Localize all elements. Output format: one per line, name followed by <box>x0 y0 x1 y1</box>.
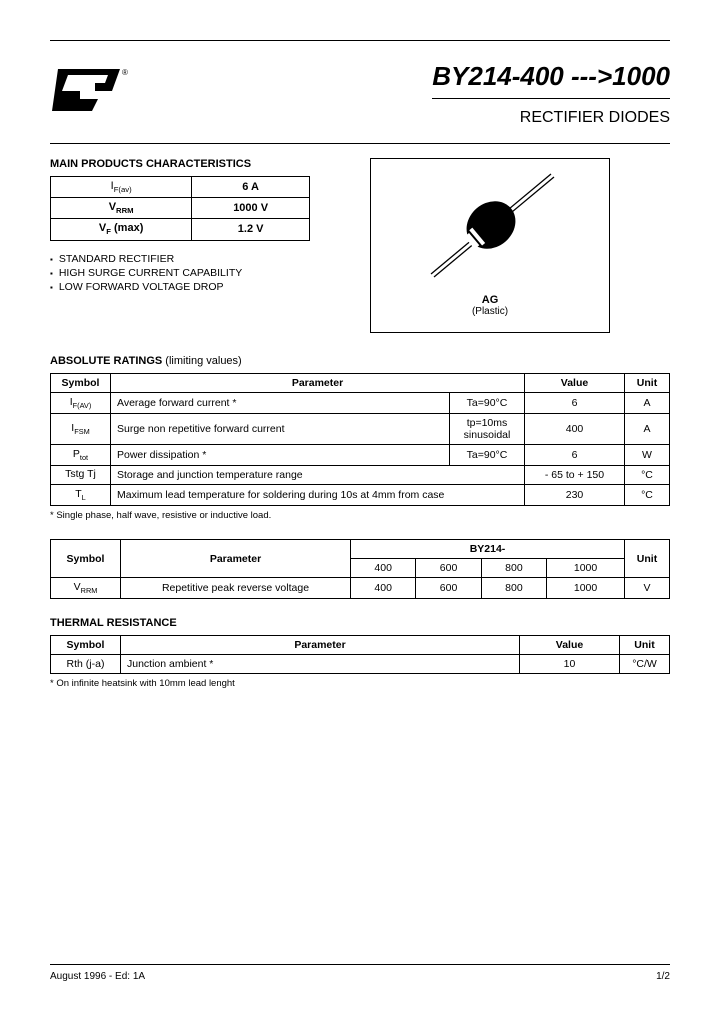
absolute-ratings-table: Symbol Parameter Value Unit IF(AV) Avera… <box>50 373 670 506</box>
features-list: STANDARD RECTIFIER HIGH SURGE CURRENT CA… <box>50 253 350 293</box>
subtitle: RECTIFIER DIODES <box>432 109 670 127</box>
footer-date: August 1996 - Ed: 1A <box>50 971 145 982</box>
thermal-note: * On infinite heatsink with 10mm lead le… <box>50 678 670 689</box>
feature-item: HIGH SURGE CURRENT CAPABILITY <box>50 267 350 279</box>
absolute-title: ABSOLUTE RATINGS (limiting values) <box>50 355 670 367</box>
svg-text:®: ® <box>122 68 128 77</box>
footer-page: 1/2 <box>656 971 670 982</box>
vrrm-table: Symbol Parameter BY214- Unit 400 600 800… <box>50 539 670 599</box>
package-diagram: AG (Plastic) <box>370 158 610 333</box>
thermal-title: THERMAL RESISTANCE <box>50 617 670 629</box>
absolute-note: * Single phase, half wave, resistive or … <box>50 510 670 521</box>
st-logo: ® <box>50 61 140 116</box>
header-row: ® BY214-400 --->1000 RECTIFIER DIODES <box>50 61 670 133</box>
main-char-title: MAIN PRODUCTS CHARACTERISTICS <box>50 158 350 170</box>
feature-item: LOW FORWARD VOLTAGE DROP <box>50 281 350 293</box>
feature-item: STANDARD RECTIFIER <box>50 253 350 265</box>
thermal-table: Symbol Parameter Value Unit Rth (j-a) Ju… <box>50 635 670 674</box>
main-char-table: IF(av)6 A VRRM1000 V VF (max)1.2 V <box>50 176 310 241</box>
footer: August 1996 - Ed: 1A 1/2 <box>50 964 670 982</box>
part-number: BY214-400 --->1000 <box>432 61 670 92</box>
